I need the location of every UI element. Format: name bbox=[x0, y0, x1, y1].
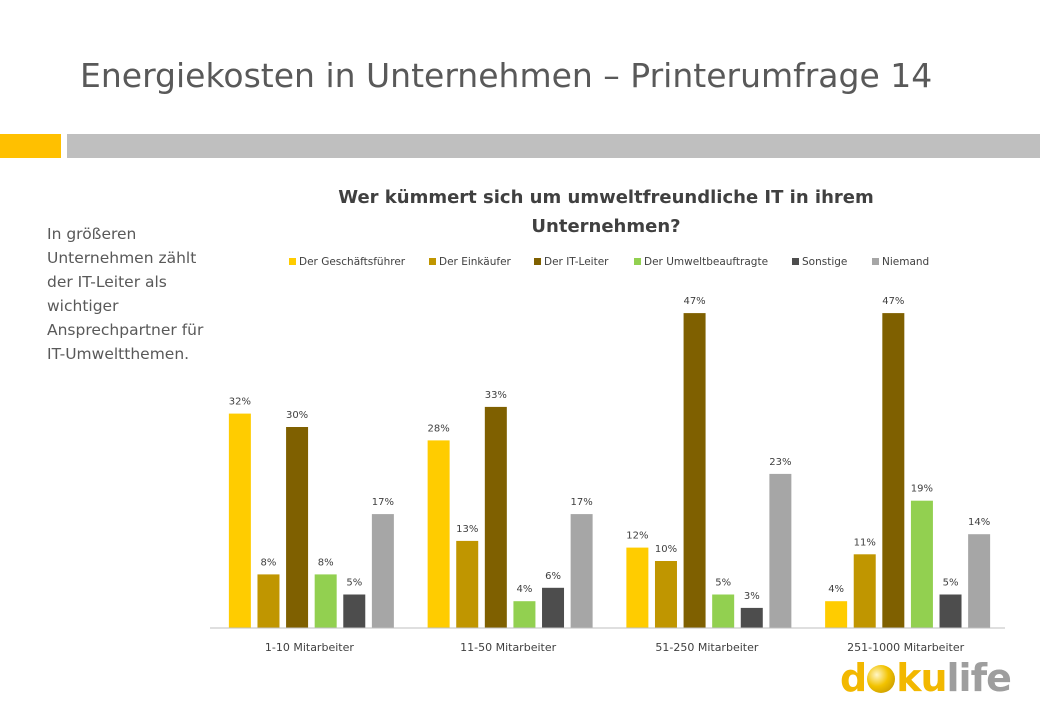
bar-der-it-leiter-251-1000-mitarbeiter bbox=[882, 313, 905, 628]
data-label-sonstige-251-1000-mitarbeiter: 5% bbox=[943, 578, 959, 589]
data-label-der-eink-ufer-51-250-mitarbeiter: 10% bbox=[655, 544, 677, 555]
data-label-der-gesch-ftsf-hrer-1-10-mitarbeiter: 32% bbox=[229, 397, 251, 408]
data-label-der-umweltbeauftragte-1-10-mitarbeiter: 8% bbox=[318, 557, 334, 568]
data-label-der-gesch-ftsf-hrer-251-1000-mitarbeiter: 4% bbox=[828, 584, 844, 595]
data-label-der-it-leiter-1-10-mitarbeiter: 30% bbox=[286, 410, 308, 421]
bar-der-it-leiter-51-250-mitarbeiter bbox=[683, 313, 706, 628]
bar-der-umweltbeauftragte-251-1000-mitarbeiter bbox=[910, 500, 933, 628]
bar-der-gesch-ftsf-hrer-11-50-mitarbeiter bbox=[427, 440, 450, 628]
bar-der-eink-ufer-51-250-mitarbeiter bbox=[654, 561, 677, 628]
data-label-der-it-leiter-51-250-mitarbeiter: 47% bbox=[683, 296, 705, 307]
data-label-niemand-51-250-mitarbeiter: 23% bbox=[769, 457, 791, 468]
bar-der-eink-ufer-11-50-mitarbeiter bbox=[456, 540, 479, 628]
logo-ku: ku bbox=[896, 656, 947, 700]
accent-bar bbox=[0, 134, 61, 158]
bar-niemand-251-1000-mitarbeiter bbox=[968, 534, 991, 628]
bar-sonstige-251-1000-mitarbeiter bbox=[939, 594, 962, 628]
side-note: In größeren Unternehmen zählt der IT-Lei… bbox=[47, 225, 204, 363]
chart-legend: Der Geschäftsführer Der Einkäufer Der IT-L… bbox=[289, 256, 929, 268]
bar-sonstige-51-250-mitarbeiter bbox=[740, 607, 763, 628]
data-label-niemand-11-50-mitarbeiter: 17% bbox=[571, 497, 593, 508]
bar-der-gesch-ftsf-hrer-1-10-mitarbeiter bbox=[228, 413, 251, 628]
bar-sonstige-1-10-mitarbeiter bbox=[343, 594, 366, 628]
data-label-der-umweltbeauftragte-51-250-mitarbeiter: 5% bbox=[715, 578, 731, 589]
legend-label-sonstige: Sonstige bbox=[802, 256, 847, 268]
legend-label-niemand: Niemand bbox=[882, 256, 929, 268]
x-tick-label-11-50-mitarbeiter: 11-50 Mitarbeiter bbox=[460, 641, 556, 654]
logo-d: d bbox=[840, 656, 867, 700]
globe-o-icon bbox=[867, 665, 896, 693]
legend-swatch-niemand bbox=[872, 258, 879, 265]
data-label-der-it-leiter-11-50-mitarbeiter: 33% bbox=[485, 390, 507, 401]
legend-swatch-sonstige bbox=[792, 258, 799, 265]
data-label-der-eink-ufer-1-10-mitarbeiter: 8% bbox=[261, 557, 277, 568]
data-label-der-gesch-ftsf-hrer-51-250-mitarbeiter: 12% bbox=[626, 531, 648, 542]
data-label-der-it-leiter-251-1000-mitarbeiter: 47% bbox=[882, 296, 904, 307]
bar-niemand-51-250-mitarbeiter bbox=[769, 473, 792, 628]
x-tick-label-1-10-mitarbeiter: 1-10 Mitarbeiter bbox=[265, 641, 354, 654]
slide-title: Energiekosten in Unternehmen – Printerum… bbox=[80, 56, 933, 95]
legend-label-der-eink-ufer: Der Einkäufer bbox=[439, 256, 512, 268]
data-label-sonstige-1-10-mitarbeiter: 5% bbox=[346, 578, 362, 589]
data-label-sonstige-11-50-mitarbeiter: 6% bbox=[545, 571, 561, 582]
bar-der-gesch-ftsf-hrer-51-250-mitarbeiter bbox=[626, 547, 649, 628]
legend-swatch-der-gesch-ftsf-hrer bbox=[289, 258, 296, 265]
bar-der-gesch-ftsf-hrer-251-1000-mitarbeiter bbox=[825, 601, 848, 628]
data-label-der-eink-ufer-251-1000-mitarbeiter: 11% bbox=[854, 537, 876, 548]
bar-der-eink-ufer-1-10-mitarbeiter bbox=[257, 574, 280, 628]
bar-der-eink-ufer-251-1000-mitarbeiter bbox=[853, 554, 876, 628]
chart-title-line2: Unternehmen? bbox=[531, 216, 680, 237]
legend-label-der-umweltbeauftragte: Der Umweltbeauftragte bbox=[644, 256, 768, 268]
data-label-der-umweltbeauftragte-11-50-mitarbeiter: 4% bbox=[516, 584, 532, 595]
chart-title-line1: Wer kümmert sich um umweltfreundliche IT… bbox=[338, 187, 874, 208]
data-label-sonstige-51-250-mitarbeiter: 3% bbox=[744, 591, 760, 602]
legend-label-der-gesch-ftsf-hrer: Der Geschäftsführer bbox=[299, 256, 406, 268]
logo-life: life bbox=[946, 656, 1012, 700]
x-tick-label-251-1000-mitarbeiter: 251-1000 Mitarbeiter bbox=[847, 641, 964, 654]
bar-der-it-leiter-1-10-mitarbeiter bbox=[286, 427, 309, 628]
header-band bbox=[67, 134, 1040, 158]
data-label-niemand-251-1000-mitarbeiter: 14% bbox=[968, 517, 990, 528]
dokulife-logo: d kulife bbox=[840, 656, 1012, 700]
bar-niemand-1-10-mitarbeiter bbox=[371, 514, 394, 628]
x-tick-label-51-250-mitarbeiter: 51-250 Mitarbeiter bbox=[655, 641, 758, 654]
bar-der-umweltbeauftragte-51-250-mitarbeiter bbox=[712, 594, 735, 628]
bar-sonstige-11-50-mitarbeiter bbox=[542, 587, 565, 628]
chart-bars: 32% 8% 30% 8% 5% 17% 28% 13% 33% 4% 6% 17% 12% 10% 47%… bbox=[229, 296, 990, 628]
bar-der-umweltbeauftragte-1-10-mitarbeiter bbox=[314, 574, 337, 628]
bar-niemand-11-50-mitarbeiter bbox=[570, 514, 593, 628]
data-label-niemand-1-10-mitarbeiter: 17% bbox=[372, 497, 394, 508]
data-label-der-gesch-ftsf-hrer-11-50-mitarbeiter: 28% bbox=[428, 423, 450, 434]
x-axis-labels: 1-10 Mitarbeiter 11-50 Mitarbeiter 51-250 … bbox=[265, 641, 965, 654]
bar-der-it-leiter-11-50-mitarbeiter bbox=[484, 406, 507, 628]
legend-label-der-it-leiter: Der IT-Leiter bbox=[544, 256, 609, 268]
legend-swatch-der-eink-ufer bbox=[429, 258, 436, 265]
data-label-der-eink-ufer-11-50-mitarbeiter: 13% bbox=[456, 524, 478, 535]
legend-swatch-der-umweltbeauftragte bbox=[634, 258, 641, 265]
data-label-der-umweltbeauftragte-251-1000-mitarbeiter: 19% bbox=[911, 484, 933, 495]
bar-der-umweltbeauftragte-11-50-mitarbeiter bbox=[513, 601, 536, 628]
legend-swatch-der-it-leiter bbox=[534, 258, 541, 265]
